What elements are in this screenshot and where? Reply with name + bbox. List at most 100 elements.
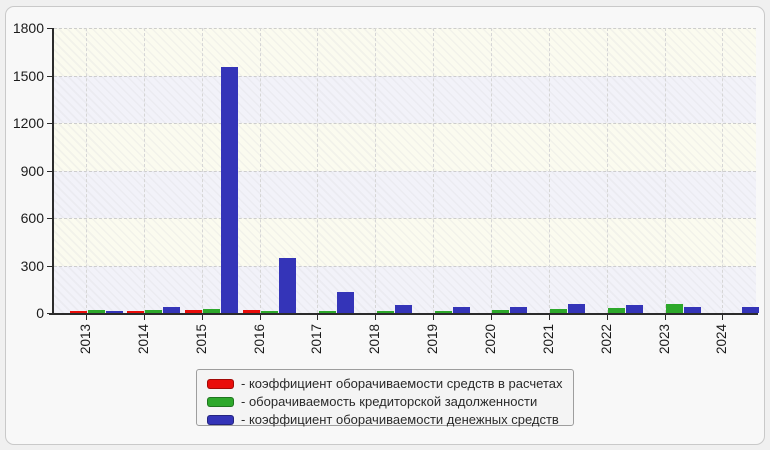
gridline-vertical — [433, 28, 435, 313]
bar-2023-series3 — [684, 307, 701, 313]
y-axis-label: 0 — [36, 305, 44, 321]
gridline-vertical — [86, 28, 87, 313]
bar-2018-series2 — [376, 310, 394, 313]
x-tick-mark — [375, 315, 377, 320]
plot-area: 0 300 600 900 1200 1500 1800 2013 2014 2015 2016 20… — [13, 20, 759, 354]
bar-2016-series3 — [279, 257, 297, 313]
plot-band — [54, 218, 756, 266]
gridline-vertical — [317, 28, 319, 313]
legend-swatch-green — [207, 396, 234, 407]
y-tick-mark — [47, 28, 52, 29]
y-tick-mark — [47, 265, 52, 267]
bar-2021-series3 — [568, 303, 586, 313]
legend: - коэффициент оборачиваемости средств в … — [196, 369, 574, 428]
x-tick-mark — [259, 315, 261, 320]
y-tick-mark — [47, 170, 52, 172]
gridline-vertical — [722, 28, 724, 313]
bar-2021-series2 — [550, 308, 568, 313]
x-axis-label: 2022 — [598, 323, 614, 355]
x-tick-mark — [201, 315, 203, 320]
x-axis-label: 2021 — [540, 323, 556, 355]
bar-2015-series1 — [185, 309, 203, 313]
bar-2013-series1 — [69, 311, 87, 313]
gridline-horizontal — [54, 218, 756, 219]
gridline-vertical — [664, 28, 666, 313]
plot-band — [54, 28, 756, 76]
y-axis-label: 1200 — [12, 115, 44, 131]
bar-2022-series2 — [608, 308, 626, 313]
bar-2024-series3 — [741, 307, 759, 313]
bar-2020-series2 — [492, 309, 510, 313]
x-tick-mark — [606, 315, 608, 320]
x-tick-mark — [664, 315, 666, 320]
x-tick-mark — [722, 315, 724, 320]
y-tick-mark — [47, 218, 52, 219]
bar-2015-series3 — [221, 66, 239, 313]
gridline-horizontal — [54, 123, 756, 124]
gridline-horizontal — [54, 170, 756, 172]
bar-2016-series2 — [261, 310, 279, 313]
bar-2014-series2 — [145, 310, 163, 313]
x-tick-mark — [86, 315, 87, 320]
bar-2019-series2 — [434, 310, 452, 313]
chart-panel: 0 300 600 900 1200 1500 1800 2013 2014 2015 2016 20… — [5, 6, 765, 445]
gridline-vertical — [606, 28, 608, 313]
gridline-horizontal — [54, 28, 756, 29]
x-axis-label: 2016 — [251, 323, 267, 355]
gridline-vertical — [259, 28, 261, 313]
y-axis-label: 600 — [20, 210, 44, 226]
x-axis-label: 2018 — [367, 323, 383, 355]
bar-2013-series3 — [105, 310, 123, 313]
x-axis-label: 2020 — [482, 323, 498, 355]
bar-2016-series1 — [243, 309, 261, 313]
legend-item: - коэффициент оборачиваемости денежных с… — [207, 411, 573, 428]
y-axis-label: 300 — [20, 257, 44, 274]
x-tick-mark — [143, 315, 145, 320]
legend-item-label: - коэффициент оборачиваемости средств в … — [241, 376, 563, 391]
legend-swatch-red — [207, 378, 234, 389]
legend-item: - коэффициент оборачиваемости средств в … — [207, 375, 573, 392]
bar-2013-series2 — [87, 310, 105, 313]
gridline-vertical — [375, 28, 377, 313]
gridline-horizontal — [54, 265, 756, 267]
bar-2017-series2 — [318, 311, 336, 313]
gridline-vertical — [201, 28, 203, 313]
plot-band — [54, 123, 756, 171]
plot-band — [54, 170, 756, 218]
x-axis-label: 2015 — [193, 323, 209, 355]
x-axis-label: 2019 — [425, 323, 441, 355]
x-tick-mark — [548, 315, 550, 320]
x-axis-label: 2017 — [309, 323, 325, 355]
y-axis-label: 1500 — [12, 67, 44, 84]
y-axis-label: 1800 — [12, 20, 44, 36]
x-axis-label: 2014 — [135, 323, 151, 355]
x-tick-mark — [433, 315, 435, 320]
plot-band — [54, 75, 756, 123]
y-axis-line — [52, 28, 54, 315]
gridline-vertical — [143, 28, 145, 313]
bar-2023-series2 — [666, 303, 683, 313]
bar-2014-series3 — [163, 306, 181, 313]
legend-item-label: - коэффициент оборачиваемости денежных с… — [241, 412, 559, 427]
legend-swatch-blue — [207, 414, 234, 425]
bar-2022-series3 — [626, 304, 644, 313]
bar-2020-series3 — [510, 306, 528, 313]
x-axis-label: 2024 — [714, 323, 730, 355]
bar-2014-series1 — [127, 311, 145, 313]
bar-2015-series2 — [203, 308, 221, 313]
legend-item-label: - оборачиваемость кредиторской задолженн… — [241, 394, 538, 409]
bar-2017-series3 — [336, 291, 354, 313]
legend-item: - оборачиваемость кредиторской задолженн… — [207, 393, 573, 410]
x-tick-mark — [317, 315, 319, 320]
y-tick-mark — [47, 123, 52, 124]
x-axis-label: 2023 — [656, 323, 672, 355]
bar-2019-series3 — [452, 307, 470, 313]
gridline-horizontal — [54, 75, 756, 77]
bar-2018-series3 — [394, 305, 412, 313]
gridline-vertical — [548, 28, 550, 313]
y-tick-mark — [47, 75, 52, 77]
y-axis-label: 900 — [20, 162, 44, 179]
x-axis-label: 2013 — [78, 323, 93, 355]
x-axis-line — [49, 313, 758, 315]
